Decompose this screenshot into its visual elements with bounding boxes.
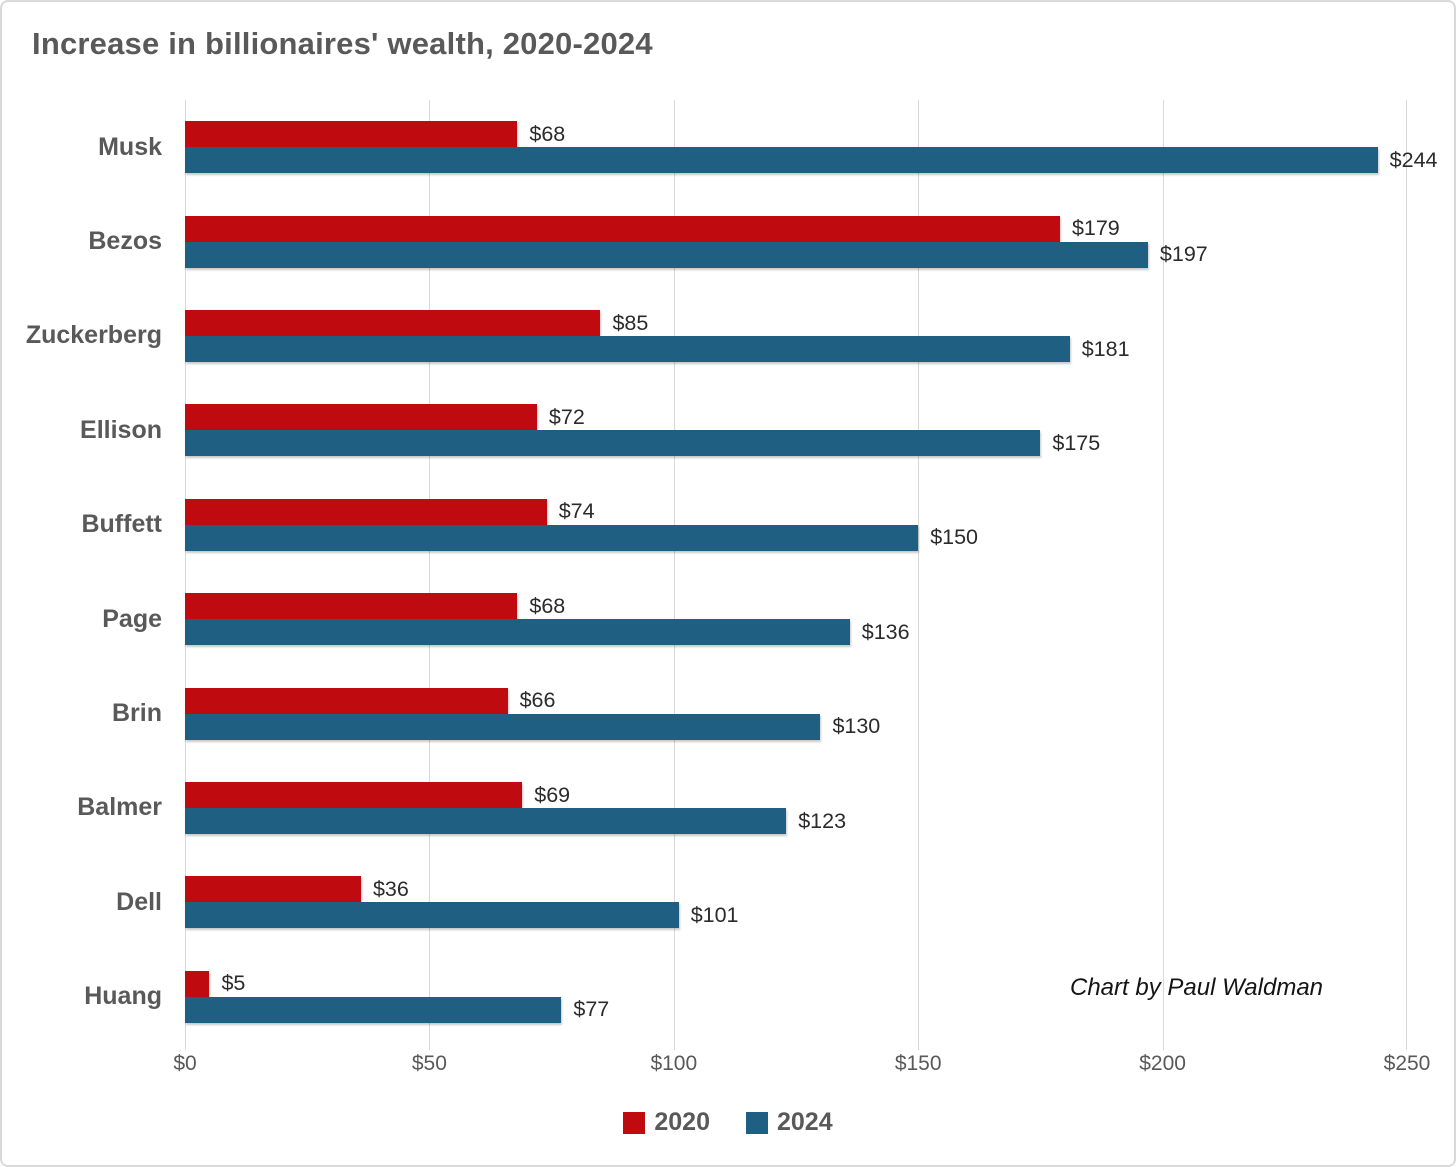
bar-2024-musk bbox=[185, 147, 1378, 174]
bar-2020-buffett bbox=[185, 498, 547, 525]
gridline bbox=[918, 100, 920, 1050]
bar-2024-huang bbox=[185, 996, 562, 1023]
gridline bbox=[429, 100, 431, 1050]
data-label-2024-bezos: $197 bbox=[1159, 242, 1208, 267]
x-axis-tick-label: $250 bbox=[1383, 1052, 1431, 1075]
gridline bbox=[673, 100, 675, 1050]
gridline bbox=[1406, 100, 1407, 1050]
data-label-2020-huang: $5 bbox=[221, 971, 246, 996]
category-label-page: Page bbox=[102, 604, 162, 633]
bar-2020-page bbox=[185, 593, 518, 620]
bar-2020-bezos bbox=[185, 215, 1060, 242]
data-label-2024-dell: $101 bbox=[690, 902, 739, 927]
legend-swatch-icon bbox=[746, 1111, 768, 1134]
x-axis-tick-label: $0 bbox=[173, 1052, 197, 1075]
legend-item-2024: 2024 bbox=[746, 1108, 833, 1137]
data-label-2020-balmer: $69 bbox=[534, 782, 571, 807]
legend-item-2020: 2020 bbox=[623, 1108, 710, 1137]
x-axis-tick-label: $100 bbox=[650, 1052, 698, 1075]
data-label-2020-brin: $66 bbox=[519, 688, 556, 713]
data-label-2024-page: $136 bbox=[861, 619, 910, 644]
data-label-2024-huang: $77 bbox=[573, 997, 610, 1022]
bar-2024-page bbox=[185, 619, 850, 646]
category-label-huang: Huang bbox=[84, 982, 162, 1011]
data-label-2020-buffett: $74 bbox=[558, 499, 595, 524]
data-label-2024-balmer: $123 bbox=[798, 808, 847, 833]
data-label-2020-dell: $36 bbox=[372, 876, 409, 901]
bar-2024-balmer bbox=[185, 808, 787, 834]
category-label-buffett: Buffett bbox=[81, 510, 162, 539]
data-label-2024-buffett: $150 bbox=[930, 525, 979, 550]
category-label-bezos: Bezos bbox=[88, 227, 162, 256]
data-label-2024-brin: $130 bbox=[832, 714, 881, 739]
category-labels: Musk Bezos Zuckerberg Ellison Buffett Page Bri… bbox=[2, 100, 162, 1044]
category-label-zuckerberg: Zuckerberg bbox=[25, 321, 162, 350]
category-label-dell: Dell bbox=[116, 887, 162, 916]
data-label-2024-musk: $244 bbox=[1389, 147, 1438, 172]
gridline bbox=[185, 100, 186, 1050]
chart-title: Increase in billionaires' wealth, 2020-2… bbox=[32, 26, 653, 61]
bar-2024-zuckerberg bbox=[185, 336, 1070, 362]
category-label-musk: Musk bbox=[98, 132, 162, 161]
bar-2020-ellison bbox=[185, 404, 537, 431]
bar-2024-brin bbox=[185, 713, 821, 740]
category-label-ellison: Ellison bbox=[80, 415, 162, 444]
data-label-2024-zuckerberg: $181 bbox=[1081, 336, 1130, 361]
x-axis: $0 $50 $100 $150 $200 $250 bbox=[173, 1052, 1430, 1082]
x-axis-tick-label: $200 bbox=[1139, 1052, 1186, 1075]
bar-2020-zuckerberg bbox=[185, 310, 601, 336]
legend-label: 2024 bbox=[777, 1108, 833, 1136]
data-label-2020-musk: $68 bbox=[529, 121, 566, 146]
bar-2024-dell bbox=[185, 902, 679, 929]
plot-area: $68 $244 $179 $197 $85 $181 $72 $175 $74 $150 $68 $… bbox=[185, 100, 1438, 1050]
bar-2024-ellison bbox=[185, 430, 1041, 457]
gridline bbox=[1162, 100, 1164, 1050]
rows: $68 $244 $179 $197 $85 $181 $72 $175 $74 $150 $68 $… bbox=[185, 100, 1438, 1044]
data-label-2020-page: $68 bbox=[529, 593, 566, 618]
legend-label: 2020 bbox=[654, 1108, 710, 1136]
bar-2024-bezos bbox=[185, 241, 1148, 268]
category-label-brin: Brin bbox=[112, 699, 162, 728]
legend-swatch-icon bbox=[623, 1111, 646, 1134]
x-axis-tick-label: $150 bbox=[894, 1052, 942, 1075]
bar-2020-huang bbox=[185, 970, 210, 997]
x-axis-tick-label: $50 bbox=[411, 1052, 447, 1075]
bar-2020-dell bbox=[185, 876, 361, 903]
category-label-balmer: Balmer bbox=[77, 793, 162, 822]
data-label-2020-zuckerberg: $85 bbox=[612, 310, 649, 335]
bar-2020-musk bbox=[185, 121, 518, 148]
chart-credit: Chart by Paul Waldman bbox=[1070, 974, 1324, 1001]
bar-2020-balmer bbox=[185, 782, 523, 808]
data-label-2024-ellison: $175 bbox=[1052, 430, 1101, 455]
data-label-2020-bezos: $179 bbox=[1071, 216, 1120, 241]
bar-2024-buffett bbox=[185, 524, 919, 551]
data-label-2020-ellison: $72 bbox=[548, 404, 585, 429]
legend: 2020 2024 bbox=[2, 1108, 1454, 1137]
bar-2020-brin bbox=[185, 687, 508, 714]
gridlines bbox=[185, 100, 1407, 1050]
